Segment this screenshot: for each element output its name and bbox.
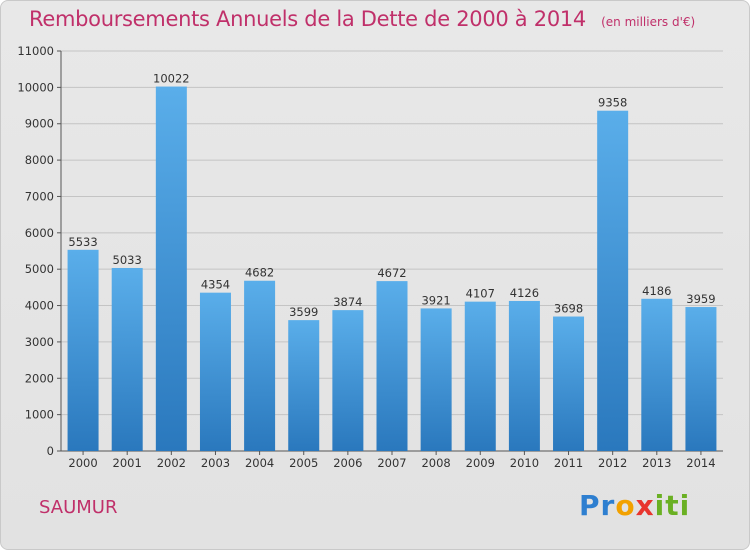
x-tick-label: 2004 [245, 456, 274, 470]
bar [553, 316, 585, 451]
x-tick-label: 2008 [421, 456, 450, 470]
data-label: 4672 [377, 266, 406, 280]
data-labels: 5533 5033 10022 4354 4682 3599 3874 4672 3921 410… [68, 72, 715, 320]
bar [376, 281, 408, 451]
data-label: 4107 [466, 287, 495, 301]
chart-unit: (en milliers d'€) [601, 15, 696, 29]
data-label: 3874 [333, 295, 362, 309]
x-tick-label: 2000 [68, 456, 97, 470]
x-tick-label: 2001 [113, 456, 142, 470]
y-tick-label: 1000 [25, 408, 54, 422]
title-row: Remboursements Annuels de la Dette de 20… [29, 7, 695, 31]
data-label: 4354 [201, 278, 230, 292]
y-tick-label: 8000 [25, 153, 54, 167]
bar [420, 308, 452, 451]
y-tick-label: 5000 [25, 262, 54, 276]
data-label: 3698 [554, 302, 583, 316]
bar [155, 86, 187, 452]
y-tick-label: 4000 [25, 299, 54, 313]
data-label: 3959 [686, 292, 715, 306]
y-tick-label: 0 [47, 444, 54, 458]
bar [199, 292, 231, 451]
x-tick-label: 2013 [642, 456, 671, 470]
bar [508, 300, 540, 451]
bar [597, 110, 629, 451]
data-label: 9358 [598, 96, 627, 110]
data-label: 10022 [153, 72, 190, 86]
x-tick-label: 2014 [686, 456, 715, 470]
y-tick-label: 11000 [17, 44, 54, 58]
bar [244, 280, 276, 451]
axes: 0 1000 2000 3000 4000 5000 6000 7000 8000 9000 100… [17, 44, 723, 470]
bar [641, 298, 673, 451]
x-tick-label: 2012 [598, 456, 627, 470]
x-tick-label: 2007 [377, 456, 406, 470]
bar [685, 307, 717, 451]
x-tick-label: 2003 [201, 456, 230, 470]
bars [67, 86, 717, 452]
x-tick-label: 2009 [466, 456, 495, 470]
data-label: 5033 [113, 253, 142, 267]
y-tick-label: 7000 [25, 189, 54, 203]
x-tick-label: 2011 [554, 456, 583, 470]
data-label: 3599 [289, 305, 318, 319]
y-tick-label: 6000 [25, 226, 54, 240]
data-label: 4682 [245, 266, 274, 280]
bar [288, 320, 320, 451]
x-tick-label: 2010 [510, 456, 539, 470]
proxiti-logo[interactable]: Proxiti [579, 489, 691, 522]
bar [464, 301, 496, 451]
x-tick-label: 2006 [333, 456, 362, 470]
y-tick-label: 9000 [25, 117, 54, 131]
data-label: 3921 [421, 293, 450, 307]
y-tick-label: 2000 [25, 371, 54, 385]
data-label: 5533 [68, 235, 97, 249]
bar [111, 267, 143, 451]
city-name: SAUMUR [39, 497, 118, 518]
data-label: 4186 [642, 284, 671, 298]
bar [332, 310, 364, 451]
y-tick-label: 3000 [25, 335, 54, 349]
data-label: 4126 [510, 286, 539, 300]
chart-title: Remboursements Annuels de la Dette de 20… [29, 7, 586, 31]
bar [67, 249, 99, 451]
x-tick-label: 2002 [157, 456, 186, 470]
x-tick-label: 2005 [289, 456, 318, 470]
y-tick-label: 10000 [17, 80, 54, 94]
